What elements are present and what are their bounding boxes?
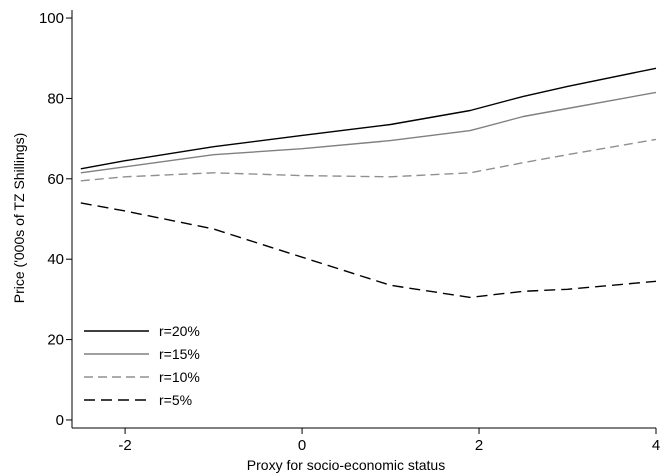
series-line-3 xyxy=(80,138,657,182)
y-axis-title: Price ('000s of TZ Shillings) xyxy=(11,133,27,303)
series-line-4 xyxy=(80,202,657,299)
axes: 0 20 40 60 80 100 -2 0 2 4 xyxy=(39,10,660,454)
y-tick-label: 40 xyxy=(47,251,64,268)
legend-label-4: r=5% xyxy=(159,392,192,408)
x-tick-label: -2 xyxy=(118,437,131,454)
y-tick-label: 60 xyxy=(47,171,64,188)
y-tick-label: 100 xyxy=(39,10,64,27)
x-axis-title: Proxy for socio-economic status xyxy=(247,457,445,473)
series-line-1 xyxy=(80,67,657,170)
legend-label-3: r=10% xyxy=(159,369,200,385)
y-tick-label: 20 xyxy=(47,332,64,349)
series-layer xyxy=(80,67,657,299)
legend-label-1: r=20% xyxy=(159,323,200,339)
x-tick-label: 0 xyxy=(298,437,306,454)
series-line-2 xyxy=(80,91,657,174)
x-tick-label: 4 xyxy=(652,437,660,454)
legend-label-2: r=15% xyxy=(159,346,200,362)
legend: r=20% r=15% r=10% r=5% xyxy=(84,323,200,408)
x-tick-label: 2 xyxy=(475,437,483,454)
y-tick-label: 0 xyxy=(56,412,64,429)
y-tick-label: 80 xyxy=(47,90,64,107)
